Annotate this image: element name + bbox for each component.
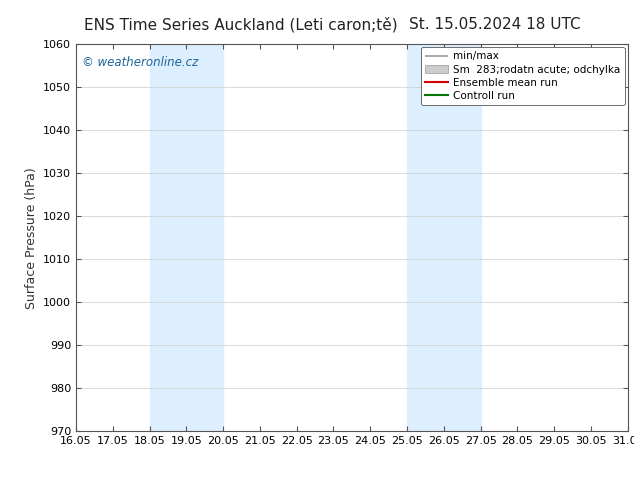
Bar bbox=[150, 44, 223, 431]
Text: St. 15.05.2024 18 UTC: St. 15.05.2024 18 UTC bbox=[409, 17, 580, 32]
Text: ENS Time Series Auckland (Leti caron;tě): ENS Time Series Auckland (Leti caron;tě) bbox=[84, 17, 398, 33]
Text: © weatheronline.cz: © weatheronline.cz bbox=[82, 56, 198, 69]
Bar bbox=[407, 44, 481, 431]
Legend: min/max, Sm  283;rodatn acute; odchylka, Ensemble mean run, Controll run: min/max, Sm 283;rodatn acute; odchylka, … bbox=[421, 47, 624, 105]
Y-axis label: Surface Pressure (hPa): Surface Pressure (hPa) bbox=[25, 167, 37, 309]
